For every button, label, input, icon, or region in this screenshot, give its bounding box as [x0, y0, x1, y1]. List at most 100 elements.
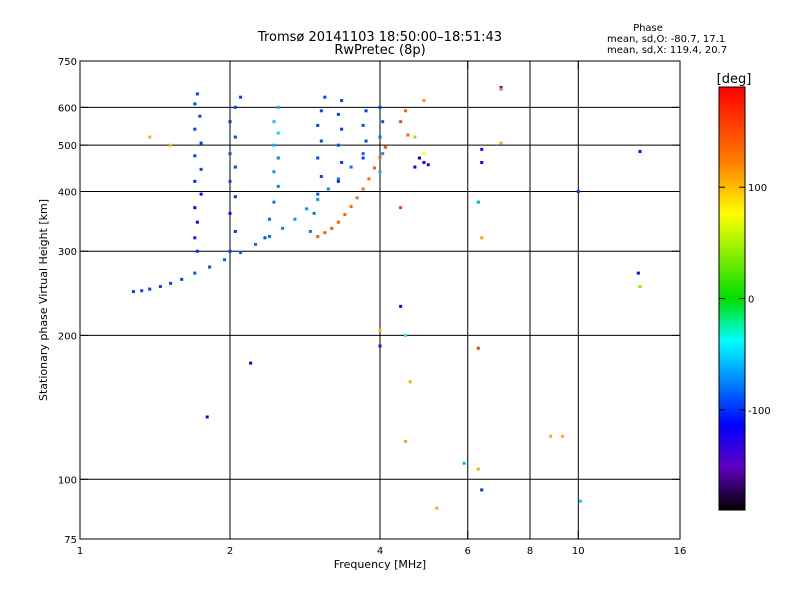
data-point [233, 195, 237, 199]
data-point [158, 285, 162, 289]
data-point [336, 177, 340, 181]
data-point [228, 179, 232, 183]
data-point [399, 120, 403, 124]
data-point [272, 170, 276, 174]
data-point [413, 165, 417, 169]
data-point [193, 127, 197, 131]
y-tick-label: 300 [58, 247, 77, 258]
y-axis-label: Stationary phase Virtual Height [km] [37, 199, 50, 401]
data-point [561, 434, 565, 438]
y-tick-label: 200 [58, 331, 77, 342]
grid-lines [80, 61, 680, 539]
data-point [480, 160, 484, 164]
data-point [193, 154, 197, 158]
data-point [193, 236, 197, 240]
data-point [195, 220, 199, 224]
data-point [199, 192, 203, 196]
y-tick-label: 100 [58, 475, 77, 486]
data-point [476, 346, 480, 350]
data-point [267, 235, 271, 239]
data-point [272, 143, 276, 147]
data-point [381, 152, 385, 156]
data-point [239, 95, 243, 99]
data-point [476, 200, 480, 204]
data-point [336, 143, 340, 147]
data-point [426, 163, 430, 167]
data-point [462, 461, 466, 465]
axis-ticks: 1 2 4 6 8 10 16 75 100 200 300 400 500 600 750 [58, 57, 686, 557]
data-point [148, 287, 152, 291]
data-point [364, 109, 368, 113]
data-point [336, 112, 340, 116]
x-axis-label: Frequency [MHz] [334, 558, 426, 571]
data-point [195, 249, 199, 253]
data-point [233, 229, 237, 233]
x-tick-label: 4 [377, 546, 383, 557]
data-point [378, 155, 382, 159]
data-point [233, 135, 237, 139]
data-point [364, 139, 368, 143]
data-points [131, 86, 642, 510]
data-point [319, 174, 323, 178]
y-tick-label: 400 [58, 187, 77, 198]
data-point [249, 361, 253, 365]
data-point [276, 105, 280, 109]
data-point [198, 114, 202, 118]
data-point [305, 207, 309, 211]
data-point [381, 120, 385, 124]
data-point [361, 156, 365, 160]
data-point [403, 333, 407, 337]
data-point [140, 289, 144, 293]
data-point [223, 258, 227, 262]
data-point [326, 187, 330, 191]
colorbar-tick-label: 0 [748, 295, 754, 306]
data-point [480, 488, 484, 492]
data-point [413, 135, 417, 139]
data-point [383, 145, 387, 149]
data-point [180, 277, 184, 281]
data-point [169, 281, 173, 285]
data-point [576, 189, 580, 193]
data-point [205, 415, 209, 419]
data-point [316, 156, 320, 160]
data-point [148, 135, 152, 139]
data-point [499, 141, 503, 145]
data-point [361, 152, 365, 156]
chart-title: Tromsø 20141103 18:50:00–18:51:43 [257, 30, 502, 45]
data-point [263, 236, 267, 240]
data-point [361, 123, 365, 127]
data-point [435, 506, 439, 510]
data-point [406, 133, 410, 137]
data-point [312, 211, 316, 215]
data-point [293, 217, 297, 221]
data-point [131, 290, 135, 294]
data-point [193, 179, 197, 183]
data-point [499, 87, 503, 91]
data-point [193, 206, 197, 210]
data-point [195, 92, 199, 96]
data-point [233, 105, 237, 109]
data-point [399, 206, 403, 210]
data-point [319, 109, 323, 113]
data-point [169, 143, 173, 147]
data-point [272, 200, 276, 204]
data-point [373, 166, 377, 170]
phase-info-o: mean, sd,O: -80.7, 17.1 [607, 34, 725, 45]
data-point [319, 139, 323, 143]
data-point [233, 165, 237, 169]
data-point [316, 235, 320, 239]
data-point [228, 120, 232, 124]
data-point [403, 439, 407, 443]
data-point [378, 328, 382, 332]
data-point [403, 109, 407, 113]
y-tick-label: 600 [58, 103, 77, 114]
x-tick-label: 1 [77, 546, 83, 557]
data-point [193, 271, 197, 275]
data-point [316, 123, 320, 127]
data-point [378, 105, 382, 109]
data-point [349, 205, 353, 209]
data-point [323, 231, 327, 235]
data-point [476, 467, 480, 471]
chart-subtitle: RwPretec (8p) [334, 43, 425, 58]
data-point [417, 156, 421, 160]
